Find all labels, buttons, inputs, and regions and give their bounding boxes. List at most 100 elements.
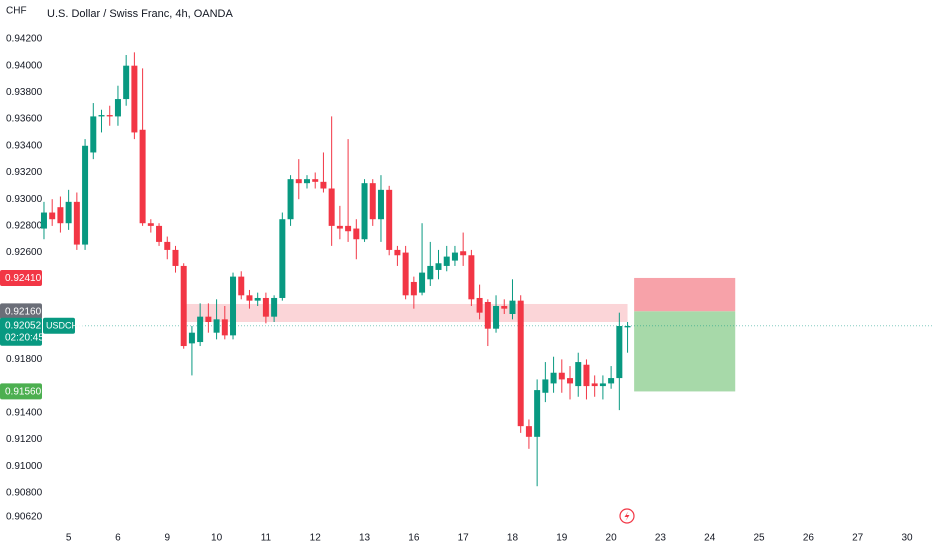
candle-body xyxy=(180,265,187,347)
candle-body xyxy=(599,383,606,387)
candle-body xyxy=(509,300,516,314)
y-tick-label: 0.91800 xyxy=(6,354,43,365)
candle-body xyxy=(575,362,582,387)
candle-body xyxy=(320,181,327,189)
x-tick-label: 30 xyxy=(901,533,913,544)
y-tick-label: 0.92600 xyxy=(6,247,43,258)
candle-body xyxy=(583,364,590,387)
candle-body xyxy=(49,212,56,220)
target-zone xyxy=(634,311,736,392)
candle-body xyxy=(73,201,80,245)
x-tick-label: 13 xyxy=(359,533,371,544)
candle-body xyxy=(386,189,393,250)
y-tick-label: 0.93600 xyxy=(6,114,43,125)
candle-body xyxy=(106,115,113,117)
y-tick-label: 0.90800 xyxy=(6,488,43,499)
x-tick-label: 5 xyxy=(66,533,72,544)
candle-body xyxy=(377,189,384,220)
candle-body xyxy=(156,225,163,242)
candle-body xyxy=(542,379,549,393)
candle-body xyxy=(230,276,237,336)
x-tick-label: 27 xyxy=(852,533,864,544)
candle-body xyxy=(427,265,434,280)
candle-body xyxy=(123,65,130,100)
x-tick-label: 25 xyxy=(754,533,766,544)
x-tick-label: 16 xyxy=(408,533,420,544)
countdown: 02:20:45 xyxy=(5,332,44,343)
chart-title: U.S. Dollar / Swiss Franc, 4h, OANDA xyxy=(47,8,233,20)
candle-body xyxy=(402,252,409,296)
x-tick-label: 18 xyxy=(507,533,519,544)
candle-body xyxy=(114,99,121,117)
candle-body xyxy=(172,249,179,266)
candle-body xyxy=(188,332,195,344)
zone xyxy=(185,303,628,323)
y-tick-label: 0.94000 xyxy=(6,60,43,71)
x-tick-label: 10 xyxy=(211,533,223,544)
x-tick-label: 6 xyxy=(115,533,121,544)
candle-body xyxy=(624,326,631,328)
price-label: 0.91560 xyxy=(5,387,42,398)
price-label: 0.92160 xyxy=(5,306,42,317)
candle-body xyxy=(336,225,343,229)
y-tick-label: 0.91200 xyxy=(6,434,43,445)
candle-body xyxy=(517,300,524,427)
candle-body xyxy=(197,316,204,343)
y-tick-label: 0.91000 xyxy=(6,461,43,472)
candle-body xyxy=(213,319,220,333)
candle-body xyxy=(443,256,450,266)
candle-body xyxy=(419,272,426,293)
price-label-box xyxy=(0,269,42,286)
candle-body xyxy=(139,129,146,224)
candle-body xyxy=(608,378,615,384)
x-tick-label: 17 xyxy=(458,533,470,544)
candle-body xyxy=(57,207,64,224)
candle-body xyxy=(65,201,72,224)
y-tick-label: 0.93000 xyxy=(6,194,43,205)
y-unit: CHF xyxy=(6,6,27,17)
symbol-label: USDCHF xyxy=(46,321,84,331)
candle-body xyxy=(410,281,417,296)
x-tick-label: 26 xyxy=(803,533,815,544)
candle-body xyxy=(591,383,598,387)
candle-body xyxy=(460,251,467,256)
price-label: 0.92410 xyxy=(5,273,42,284)
candle-body xyxy=(484,301,491,329)
x-tick-label: 9 xyxy=(164,533,170,544)
candle-body xyxy=(468,255,475,300)
candle-body xyxy=(493,305,500,329)
candle-body xyxy=(567,378,574,384)
candle-body xyxy=(131,65,138,133)
candle-body xyxy=(394,249,401,256)
y-tick-label: 0.93400 xyxy=(6,140,43,151)
candle-body xyxy=(147,223,154,226)
candle-body xyxy=(369,183,376,220)
candle-body xyxy=(616,326,623,379)
candle-body xyxy=(254,297,261,301)
candle-body xyxy=(328,188,335,226)
candle-body xyxy=(164,241,171,250)
symbol-box xyxy=(43,317,75,334)
candle-body xyxy=(501,305,508,309)
price-label-box xyxy=(0,303,42,320)
last-price-label: 0.92052 xyxy=(5,320,42,331)
candle-body xyxy=(238,276,245,296)
candle-body xyxy=(361,183,368,240)
x-tick-label: 12 xyxy=(310,533,322,544)
candle-body xyxy=(287,179,294,220)
candle-body xyxy=(303,179,310,184)
price-label-box xyxy=(0,383,42,400)
candle-body xyxy=(279,219,286,298)
candle-body xyxy=(435,263,442,270)
y-tick-label: 0.93200 xyxy=(6,167,43,178)
candle-body xyxy=(550,372,557,384)
candle-body xyxy=(90,116,97,153)
candle-body xyxy=(98,115,105,117)
candle-body xyxy=(221,319,228,336)
last-price-box xyxy=(0,317,42,346)
candle-body xyxy=(295,179,302,184)
candle-body xyxy=(345,225,352,232)
x-tick-label: 24 xyxy=(704,533,716,544)
